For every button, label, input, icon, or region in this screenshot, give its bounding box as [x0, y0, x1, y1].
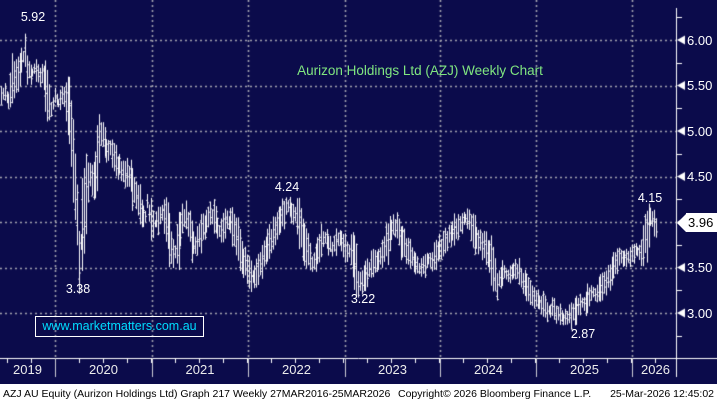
status-security-info: AZJ AU Equity (Aurizon Holdings Ltd) Gra…	[3, 388, 391, 400]
status-datetime: 25-Mar-2026 12:45:02	[610, 388, 714, 400]
status-copyright: Copyright© 2026 Bloomberg Finance L.P.	[398, 388, 592, 400]
status-bar: AZJ AU Equity (Aurizon Holdings Ltd) Gra…	[0, 384, 717, 405]
